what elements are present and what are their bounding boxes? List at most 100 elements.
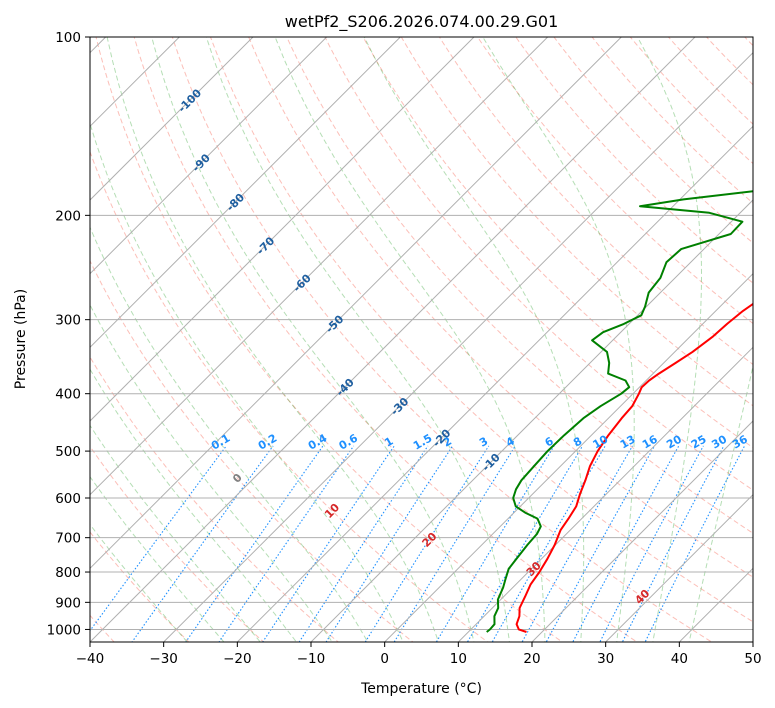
y-tick-label: 400 — [55, 387, 81, 403]
mixing-ratio-label: 0.4 — [306, 431, 330, 452]
dewpoint-profile-line — [486, 190, 753, 633]
dry-adiabat-line — [515, 37, 753, 284]
mixing-ratio-label: 3 — [477, 435, 490, 450]
chart-title: wetPf2_S206.2026.074.00.29.G01 — [285, 12, 559, 32]
x-tick-label: 10 — [450, 651, 467, 667]
dry-adiabat-line — [667, 37, 753, 125]
dry-adiabat-line — [90, 531, 190, 642]
mixing-ratio-line — [218, 445, 355, 642]
mixing-ratio-label: 16 — [640, 432, 660, 451]
x-axis-ticks: −40 −30 −20 −10 0 10 20 30 40 50 — [76, 642, 762, 667]
x-tick-label: 30 — [597, 651, 614, 667]
moist-adiabat-line — [90, 226, 369, 642]
y-tick-label: 500 — [55, 444, 81, 460]
grid-lines — [90, 37, 753, 642]
mixing-ratio-line — [521, 445, 633, 642]
x-tick-label: −20 — [223, 651, 252, 667]
mixing-ratio-label: 25 — [689, 433, 709, 452]
y-axis-label: Pressure (hPa) — [13, 289, 29, 389]
x-tick-label: −40 — [76, 651, 105, 667]
dry-adiabat-line — [286, 37, 753, 534]
moist-adiabat-line — [274, 37, 546, 642]
dry-adiabat-label: 0 — [230, 471, 245, 486]
dry-adiabat-line — [362, 37, 753, 449]
x-tick-label: 50 — [744, 651, 761, 667]
x-tick-label: 20 — [523, 651, 540, 667]
dry-adiabat-line — [133, 37, 638, 642]
moist-adiabat-line — [90, 303, 333, 642]
y-tick-label: 300 — [55, 313, 81, 329]
y-tick-label: 900 — [55, 595, 81, 611]
x-axis-label: Temperature (°C) — [360, 681, 482, 697]
dry-adiabat-line — [171, 37, 713, 642]
x-tick-label: 40 — [671, 651, 688, 667]
dry-adiabat-line — [248, 37, 753, 578]
x-tick-label: 0 — [380, 651, 389, 667]
isotherm-gridline — [605, 493, 753, 642]
y-tick-label: 600 — [55, 491, 81, 507]
moist-adiabat-line — [90, 368, 297, 642]
dry-adiabat-line — [90, 259, 414, 642]
mixing-ratio-line — [393, 445, 516, 642]
isotherm-gridline — [310, 199, 753, 642]
mixing-ratio-line — [90, 445, 227, 632]
mixing-ratio-line — [545, 445, 656, 642]
moist-adiabat-line — [90, 475, 225, 642]
mixing-ratio-line — [262, 445, 395, 642]
isotherm-gridline — [678, 567, 753, 642]
isotherm-gridline — [90, 37, 475, 422]
mixing-ratio-line — [621, 445, 725, 642]
y-tick-label: 700 — [55, 531, 81, 547]
temperature-profile-line — [515, 302, 753, 633]
line-labels: 0.1 0.2 0.4 0.6 1 1.5 2 3 4 6 8 10 13 16 20 25 30 36-100-… — [176, 86, 751, 607]
dry-adiabat-line — [744, 37, 753, 47]
y-tick-label: 1000 — [47, 622, 81, 638]
isotherm-gridline — [90, 37, 254, 201]
mixing-ratio-label: 20 — [664, 432, 684, 451]
y-axis-ticks: 1000 900 800 700 600 500 400 300 200 100 — [47, 30, 90, 638]
dry-adiabat-line — [591, 37, 753, 204]
isotherm-gridline — [752, 641, 753, 642]
x-tick-label: −30 — [149, 651, 178, 667]
isotherm-gridline — [90, 37, 622, 570]
x-tick-label: −10 — [297, 651, 326, 667]
moist-adiabat-line — [106, 37, 440, 642]
mixing-ratio-label: 0.2 — [256, 432, 279, 453]
background-lines — [90, 10, 775, 654]
dry-adiabat-line — [209, 37, 753, 623]
dry-adiabat-line — [476, 37, 753, 325]
y-tick-label: 200 — [55, 208, 81, 224]
mixing-ratio-line — [466, 445, 584, 642]
dry-adiabat-line — [705, 37, 753, 86]
isotherm-gridline — [90, 37, 549, 496]
moist-adiabat-line — [482, 37, 635, 642]
dry-adiabat-line — [756, 10, 775, 654]
mixing-ratio-label: 30 — [709, 432, 729, 451]
moist-adiabat-line — [90, 523, 188, 642]
isotherm-gridline — [236, 125, 753, 642]
y-tick-label: 100 — [55, 30, 81, 46]
y-tick-label: 800 — [55, 565, 81, 581]
moist-adiabat-line — [363, 37, 585, 642]
isotherm-gridline — [531, 420, 753, 642]
isotherm-gridline — [90, 37, 328, 275]
moist-adiabat-line — [151, 37, 475, 642]
moist-adiabat-line — [90, 424, 261, 642]
dry-adiabat-line — [553, 37, 753, 244]
moist-adiabat-line — [637, 37, 702, 642]
mixing-ratio-label: 8 — [571, 435, 584, 450]
dry-adiabat-label: 30 — [524, 559, 544, 579]
mixing-ratio-label: 6 — [543, 434, 556, 449]
profile-series — [486, 190, 753, 633]
mixing-ratio-label: 36 — [730, 432, 750, 451]
mixing-ratio-line — [325, 445, 454, 642]
isotherm-gridline — [163, 51, 753, 642]
dry-adiabat-line — [90, 445, 265, 642]
mixing-ratio-line — [298, 445, 429, 642]
isotherm-gridline — [90, 37, 696, 642]
dry-adiabat-line — [400, 37, 753, 407]
dry-adiabat-label: 40 — [632, 587, 652, 607]
plot-frame — [89, 36, 754, 643]
dry-adiabat-line — [629, 37, 753, 165]
